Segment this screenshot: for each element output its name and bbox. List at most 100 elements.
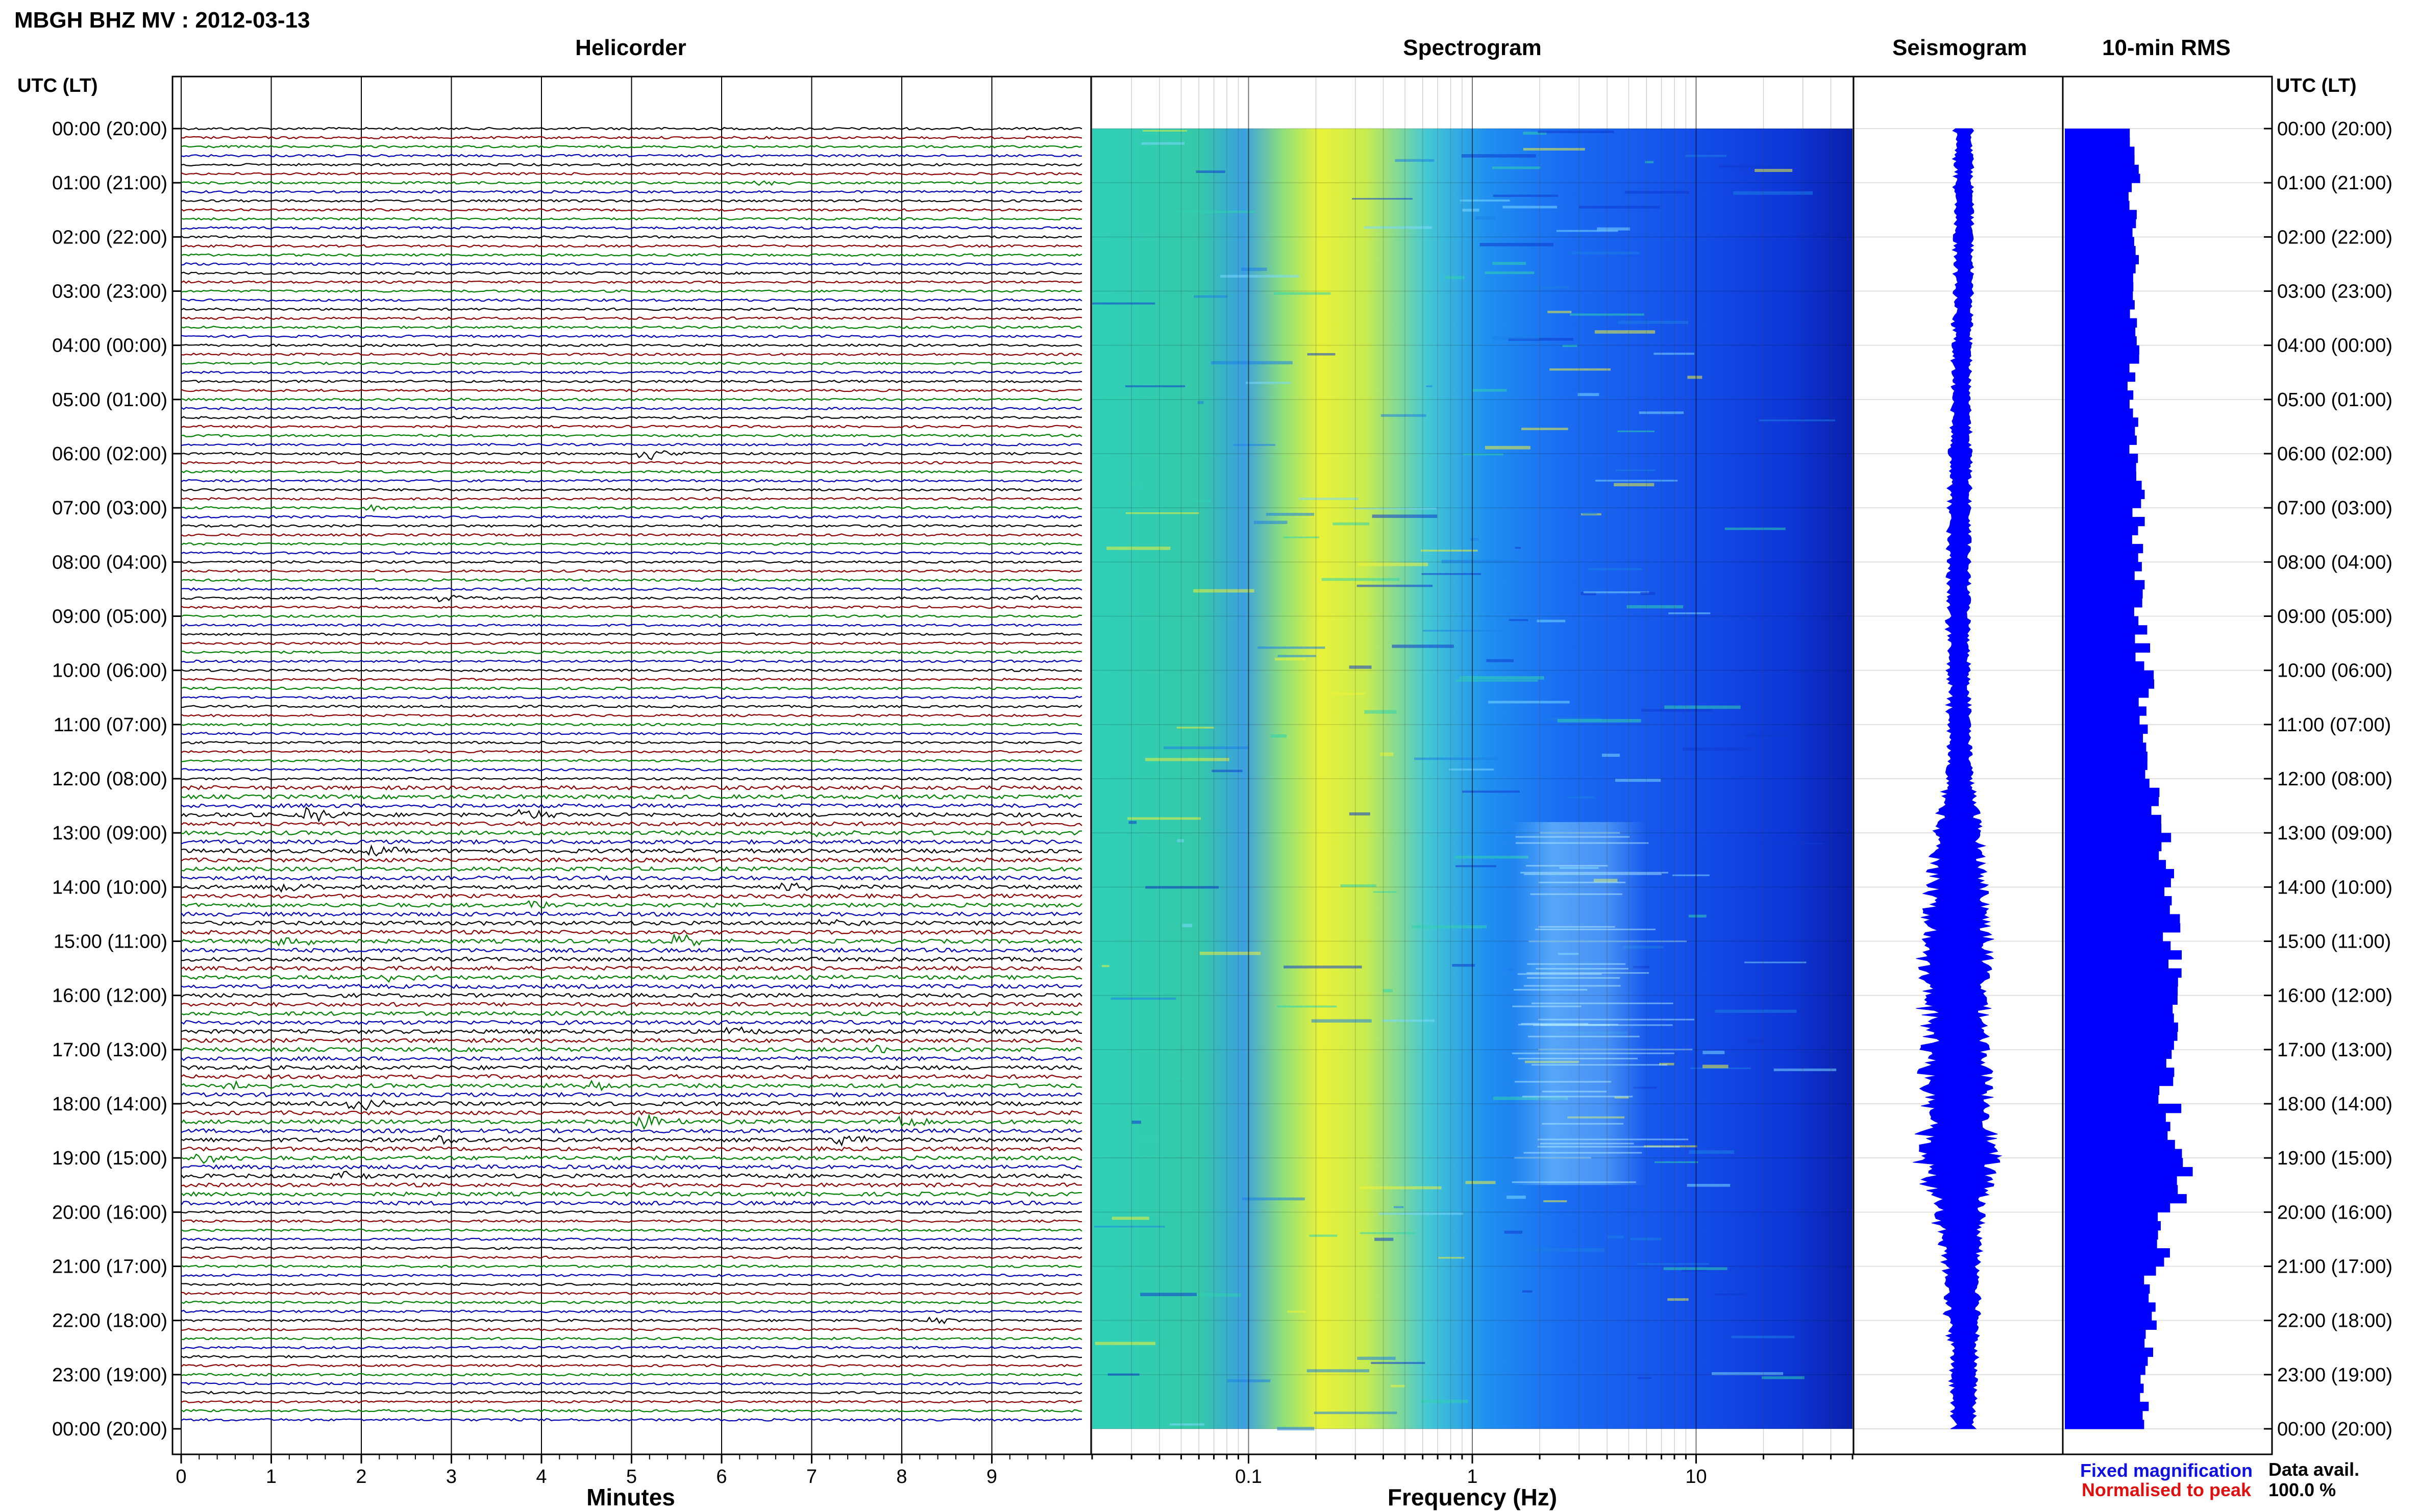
spectrogram-streak: [1438, 1257, 1465, 1259]
spectrogram-streak: [1211, 361, 1293, 365]
rms-bar: [2065, 1266, 2156, 1276]
helicorder-trace: [181, 533, 1082, 537]
helicorder-trace: [181, 900, 1082, 909]
spectrogram-tremor-line: [1523, 985, 1621, 987]
spectrogram-streak: [1715, 1009, 1797, 1013]
helicorder-trace: [181, 777, 1082, 781]
spectrogram-streak: [1274, 292, 1331, 295]
time-label-left: 05:00 (01:00): [52, 389, 167, 411]
spectrogram-streak: [1257, 646, 1325, 649]
rms-bar: [2065, 643, 2151, 653]
rms-bar: [2065, 1076, 2174, 1086]
helicorder-trace: [181, 280, 1082, 284]
spectrogram-streak: [1462, 208, 1479, 212]
rms-bar: [2065, 1122, 2170, 1131]
helicorder-trace: [181, 650, 1082, 654]
minute-tick-label: 9: [986, 1466, 997, 1488]
helicorder-trace: [181, 587, 1082, 591]
rms-bar: [2065, 336, 2137, 346]
helicorder-trace: [181, 1273, 1082, 1277]
spectrogram-streak: [1485, 271, 1535, 275]
helicorder-trace: [181, 542, 1082, 546]
time-label-left: 12:00 (08:00): [52, 769, 167, 790]
spectrogram-streak: [1311, 1019, 1372, 1023]
spectrogram-streak: [1245, 382, 1291, 384]
helicorder-title: Helicorder: [575, 35, 686, 60]
rms-bar: [2065, 652, 2136, 662]
spectrogram-tremor-line: [1517, 973, 1602, 975]
spectrogram-streak: [1196, 170, 1225, 173]
helicorder-trace: [181, 677, 1082, 681]
rms-bar: [2065, 1420, 2144, 1429]
rms-bar: [2065, 282, 2134, 292]
helicorder-trace: [181, 1037, 1082, 1044]
spectrogram-streak: [1492, 262, 1526, 265]
spectrogram-streak: [1395, 159, 1435, 162]
helicorder-trace: [181, 1099, 1082, 1111]
rms-bar: [2065, 309, 2130, 319]
helicorder-trace: [181, 504, 1082, 512]
time-label-right: 11:00 (07:00): [2277, 714, 2391, 736]
spectrogram-tremor-line: [1532, 1064, 1667, 1066]
helicorder-trace: [181, 1110, 1082, 1116]
helicorder-trace: [181, 668, 1082, 673]
rms-bar: [2065, 345, 2139, 355]
time-label-right: 10:00 (06:00): [2277, 660, 2392, 682]
spectrogram-streak: [1568, 796, 1595, 799]
helicorder-trace: [181, 127, 1082, 131]
helicorder-trace: [181, 731, 1082, 736]
time-label-right: 04:00 (00:00): [2277, 335, 2392, 357]
rms-bar: [2065, 173, 2140, 183]
helicorder-trace: [181, 1200, 1082, 1206]
spectrogram-streak: [1380, 414, 1426, 417]
spectrogram-streak: [1381, 1019, 1435, 1022]
spectrogram-streak: [1360, 1232, 1416, 1234]
helicorder-trace: [181, 244, 1082, 248]
spectrogram-streak: [1194, 295, 1228, 298]
helicorder-trace: [181, 686, 1082, 690]
spectrogram-streak: [1556, 230, 1618, 232]
helicorder-trace: [181, 469, 1082, 474]
helicorder-trace: [181, 965, 1082, 972]
helicorder-trace: [181, 1391, 1082, 1395]
helicorder-trace: [181, 154, 1082, 158]
spectrogram-streak: [1654, 1161, 1698, 1163]
spectrogram-streak: [1364, 226, 1432, 229]
spectrogram-streak: [1133, 483, 1143, 486]
helicorder-trace: [181, 740, 1082, 745]
helicorder-trace: [181, 488, 1082, 492]
spectrogram-streak: [1577, 393, 1599, 396]
helicorder-trace: [181, 190, 1082, 194]
helicorder-trace: [181, 875, 1082, 881]
spectrogram-streak: [1383, 989, 1393, 993]
spectrogram-streak: [1455, 680, 1538, 682]
helicorder-trace: [181, 569, 1082, 573]
rms-panel: [2062, 76, 2273, 1455]
time-label-right: 12:00 (08:00): [2277, 769, 2392, 790]
time-axis-title-left: UTC (LT): [17, 75, 98, 96]
helicorder-trace: [181, 370, 1082, 375]
helicorder-trace: [181, 1074, 1082, 1080]
helicorder-trace: [181, 172, 1082, 176]
helicorder-trace: [181, 806, 1082, 823]
helicorder-trace: [181, 1026, 1082, 1035]
spectrogram-streak: [1615, 779, 1661, 782]
rms-bar: [2065, 1049, 2172, 1059]
helicorder-trace: [181, 551, 1082, 555]
rms-bar: [2065, 417, 2138, 427]
helicorder-trace: [181, 919, 1082, 926]
helicorder-trace: [181, 632, 1082, 636]
spectrogram-streak: [1557, 718, 1641, 723]
spectrogram-streak: [1426, 385, 1433, 387]
rms-bar: [2065, 923, 2181, 933]
spectrogram-streak: [1641, 709, 1712, 712]
helicorder-trace: [181, 425, 1082, 429]
spectrogram-streak: [1759, 842, 1824, 845]
rms-bar: [2065, 661, 2144, 671]
spectrogram-tremor-line: [1522, 1096, 1633, 1098]
spectrogram-streak: [1715, 1293, 1748, 1296]
rms-bar: [2065, 1031, 2178, 1041]
helicorder-trace: [181, 180, 1082, 186]
spectrogram-streak: [1145, 886, 1219, 889]
spectrogram-streak: [1538, 130, 1614, 133]
